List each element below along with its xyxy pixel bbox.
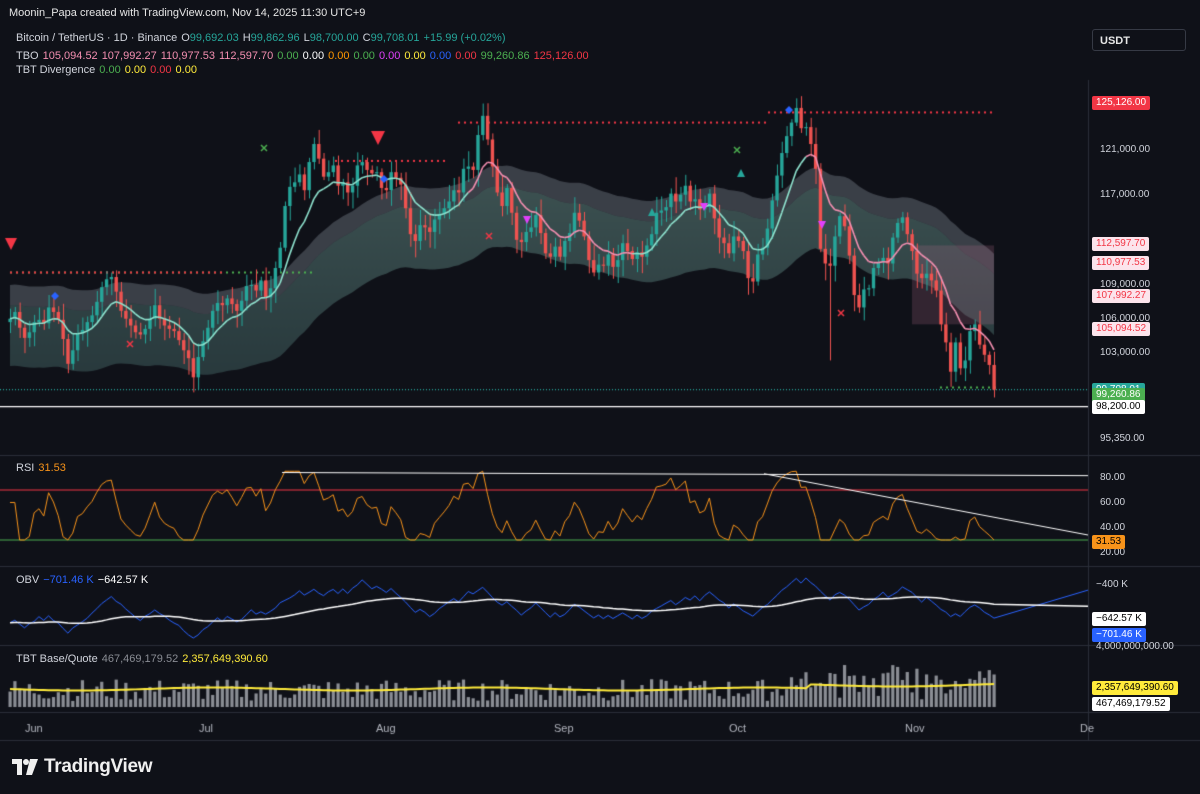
rsi-legend: RSI 31.53 xyxy=(16,462,70,474)
divergence-legend: TBT Divergence 0.00 0.00 0.00 0.00 xyxy=(16,64,201,76)
high-label: H xyxy=(242,32,251,44)
obv-ma-label: −642.57 K xyxy=(1092,612,1146,626)
volume-name[interactable]: TBT Base/Quote xyxy=(16,653,98,665)
price-label: 107,992.27 xyxy=(1092,289,1151,304)
volume-legend: TBT Base/Quote 467,469,179.52 2,357,649,39… xyxy=(16,653,272,665)
volume-ma-label: 2,357,649,390.60 xyxy=(1092,681,1178,695)
rsi-name[interactable]: RSI xyxy=(16,462,35,474)
high-value: 99,862.96 xyxy=(250,32,300,44)
close-label: C xyxy=(362,32,371,44)
price-label: 112,597.70 xyxy=(1092,237,1150,252)
rsi-value-label: 31.53 xyxy=(1092,535,1126,549)
symbol-title[interactable]: Bitcoin / TetherUS · 1D · Binance xyxy=(16,32,178,44)
tbo-value: 0.00 xyxy=(455,50,477,62)
price-label: 110,977.53 xyxy=(1092,255,1150,270)
tbo-value: 0.00 xyxy=(353,50,375,62)
tradingview-logo[interactable]: TradingView xyxy=(12,756,153,778)
open-value: 99,692.03 xyxy=(189,32,239,44)
tbo-value: 99,260.86 xyxy=(480,50,530,62)
volume-value: 467,469,179.52 xyxy=(101,653,179,665)
rsi-axis-tick: 20.00 xyxy=(1100,546,1126,558)
open-label: O xyxy=(181,32,190,44)
volume-value-label: 467,469,179.52 xyxy=(1092,697,1170,711)
divergence-value: 0.00 xyxy=(175,64,197,76)
rsi-axis-tick: 40.00 xyxy=(1100,521,1126,533)
price-axis-tick: 117,000.00 xyxy=(1100,188,1150,200)
obv-value: −701.46 K xyxy=(43,574,94,586)
price-axis-tick: 103,000.00 xyxy=(1100,346,1151,358)
divergence-value: 0.00 xyxy=(124,64,147,76)
price-axis-tick: 121,000.00 xyxy=(1100,143,1151,155)
price-label: 125,126.00 xyxy=(1092,96,1151,111)
rsi-value: 31.53 xyxy=(38,462,66,474)
obv-value-label: −701.46 K xyxy=(1092,628,1146,642)
close-value: 99,708.01 xyxy=(370,32,420,44)
tbo-value: 112,597.70 xyxy=(219,50,274,62)
divergence-value: 0.00 xyxy=(99,64,121,76)
tbo-value: 0.00 xyxy=(328,50,350,62)
symbol-legend: Bitcoin / TetherUS · 1D · Binance O99,692… xyxy=(16,32,510,44)
change-value: +15.99 (+0.02%) xyxy=(423,32,506,44)
volume-ma-value: 2,357,649,390.60 xyxy=(182,653,268,665)
divergence-name[interactable]: TBT Divergence xyxy=(16,64,96,76)
tradingview-logo-icon xyxy=(12,759,38,775)
tbo-value: 107,992.27 xyxy=(101,50,157,62)
tbo-name[interactable]: TBO xyxy=(16,50,39,62)
tbo-value: 110,977.53 xyxy=(160,50,215,62)
price-label: 105,094.52 xyxy=(1092,321,1151,336)
obv-legend: OBV −701.46 K −642.57 K xyxy=(16,574,152,586)
rsi-axis-tick: 60.00 xyxy=(1100,496,1126,508)
obv-ma-value: −642.57 K xyxy=(97,574,149,586)
tbo-value: 0.00 xyxy=(404,50,426,62)
tbo-value: 0.00 xyxy=(429,50,452,62)
tbo-value: 0.00 xyxy=(378,50,401,62)
tradingview-logo-text: TradingView xyxy=(44,756,153,777)
tbo-legend: TBO 105,094.52 107,992.27 110,977.53 112,597… xyxy=(16,50,593,62)
low-value: 98,700.00 xyxy=(309,32,359,44)
price-axis-tick: 106,000.00 xyxy=(1100,312,1151,324)
price-label: 98,200.00 xyxy=(1092,399,1145,414)
chart-credit: Moonin_Papa created with TradingView.com… xyxy=(9,7,366,19)
obv-name[interactable]: OBV xyxy=(16,574,40,586)
low-label: L xyxy=(303,32,310,44)
tbo-value: 125,126.00 xyxy=(533,50,589,62)
currency-button[interactable]: USDT xyxy=(1092,29,1186,51)
divergence-value: 0.00 xyxy=(150,64,172,76)
price-axis-tick: 109,000.00 xyxy=(1100,278,1151,290)
tbo-value: 0.00 xyxy=(277,50,299,62)
volume-axis-tick: 4,000,000,000.00 xyxy=(1096,641,1174,652)
obv-axis-tick: −400 K xyxy=(1096,579,1128,590)
price-axis-tick: 95,350.00 xyxy=(1100,432,1145,444)
tbo-value: 0.00 xyxy=(302,50,325,62)
tbo-value: 105,094.52 xyxy=(42,50,98,62)
price-label: 99,260.86 xyxy=(1092,387,1145,402)
rsi-axis-tick: 80.00 xyxy=(1100,471,1126,483)
